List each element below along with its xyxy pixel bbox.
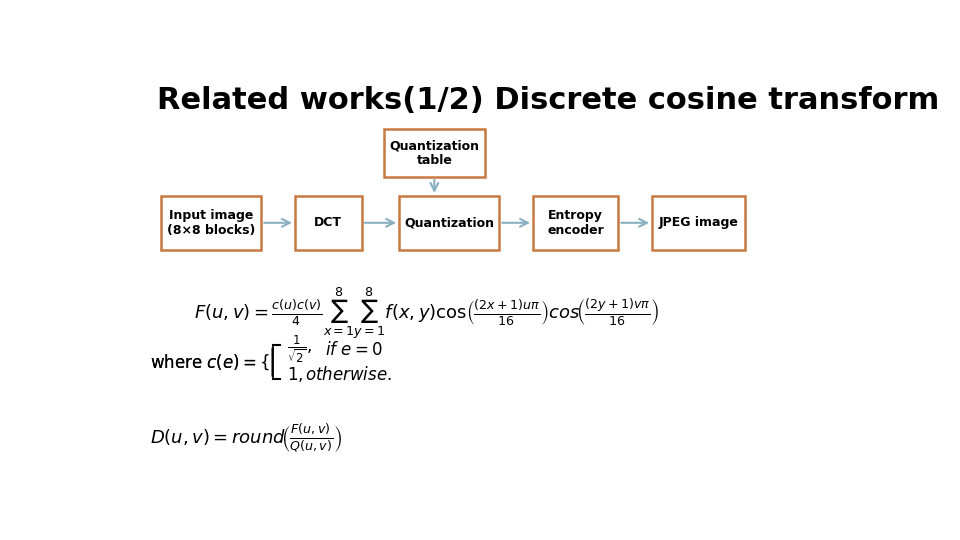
Text: $D(u, v) = round\!\left(\frac{F(u, v)}{Q(u, v)}\right)$: $D(u, v) = round\!\left(\frac{F(u, v)}{Q…	[150, 423, 342, 455]
Bar	[652, 196, 745, 250]
Text: $1,$: $1,$	[287, 365, 303, 384]
Text: DCT: DCT	[314, 217, 343, 230]
Bar	[295, 196, 362, 250]
Text: JPEG image: JPEG image	[659, 217, 738, 230]
Text: $\it{otherwise.}$: $\it{otherwise.}$	[305, 366, 392, 383]
Text: Related works(1/2) Discrete cosine transform: Related works(1/2) Discrete cosine trans…	[157, 85, 940, 114]
Text: Quantization: Quantization	[404, 217, 494, 230]
Text: where $c(e) = \{$: where $c(e) = \{$	[150, 352, 270, 372]
Bar	[399, 196, 499, 250]
Bar	[384, 129, 485, 177]
Text: Entropy
encoder: Entropy encoder	[547, 209, 604, 237]
Bar	[533, 196, 618, 250]
Text: where $c(e) =$: where $c(e) =$	[150, 352, 256, 372]
Text: $\it{if}$ $e = 0$: $\it{if}$ $e = 0$	[324, 341, 382, 359]
Text: Input image
(8×8 blocks): Input image (8×8 blocks)	[167, 209, 255, 237]
Bar	[161, 196, 261, 250]
Text: $F(u, v) = \frac{c(u)c(v)}{4}\sum_{x=1}^{8} \sum_{y=1}^{8} f(x, y)\cos\!\left(\f: $F(u, v) = \frac{c(u)c(v)}{4}\sum_{x=1}^…	[194, 286, 660, 342]
Text: $\frac{1}{\sqrt{2}},$: $\frac{1}{\sqrt{2}},$	[287, 334, 312, 365]
Text: Quantization
table: Quantization table	[390, 139, 479, 167]
